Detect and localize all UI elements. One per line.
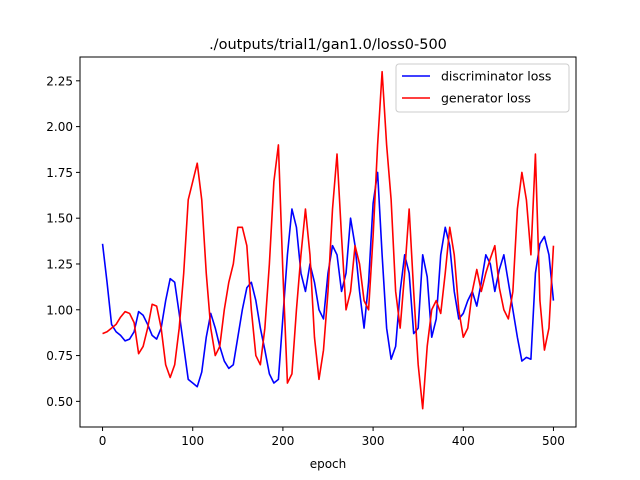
plot-frame xyxy=(79,56,577,428)
y-tick-label: 2.25 xyxy=(46,74,73,88)
series-line-discriminator-loss xyxy=(101,171,555,388)
plot-area xyxy=(80,57,576,427)
y-tick-label: 1.50 xyxy=(46,212,73,226)
x-tick-label: 500 xyxy=(542,434,565,448)
y-axis-ticks: 0.50 0.75 1.00 1.25 1.50 1.75 2.00 2.25 xyxy=(46,74,80,409)
series-layer xyxy=(101,70,555,410)
legend: discriminator loss generator loss xyxy=(395,63,570,113)
y-tick-label: 0.75 xyxy=(46,349,73,363)
y-tick-label: 2.00 xyxy=(46,120,73,134)
x-axis-label: epoch xyxy=(310,457,347,471)
y-tick-label: 1.25 xyxy=(46,257,73,271)
y-tick-label: 1.00 xyxy=(46,303,73,317)
y-tick-label: 0.50 xyxy=(46,395,73,409)
chart-title: ./outputs/trial1/gan1.0/loss0-500 xyxy=(209,37,447,53)
x-tick-label: 200 xyxy=(271,434,294,448)
legend-label-discriminator-loss: discriminator loss xyxy=(441,69,551,84)
x-tick-label: 400 xyxy=(452,434,475,448)
x-tick-label: 100 xyxy=(181,434,204,448)
x-tick-label: 0 xyxy=(99,434,107,448)
y-tick-label: 1.75 xyxy=(46,166,73,180)
legend-label-generator-loss: generator loss xyxy=(441,91,531,106)
series-line-generator-loss xyxy=(102,70,555,410)
x-axis-ticks: 0 100 200 300 400 500 xyxy=(99,427,565,448)
x-tick-label: 300 xyxy=(362,434,385,448)
legend-box xyxy=(395,63,570,113)
